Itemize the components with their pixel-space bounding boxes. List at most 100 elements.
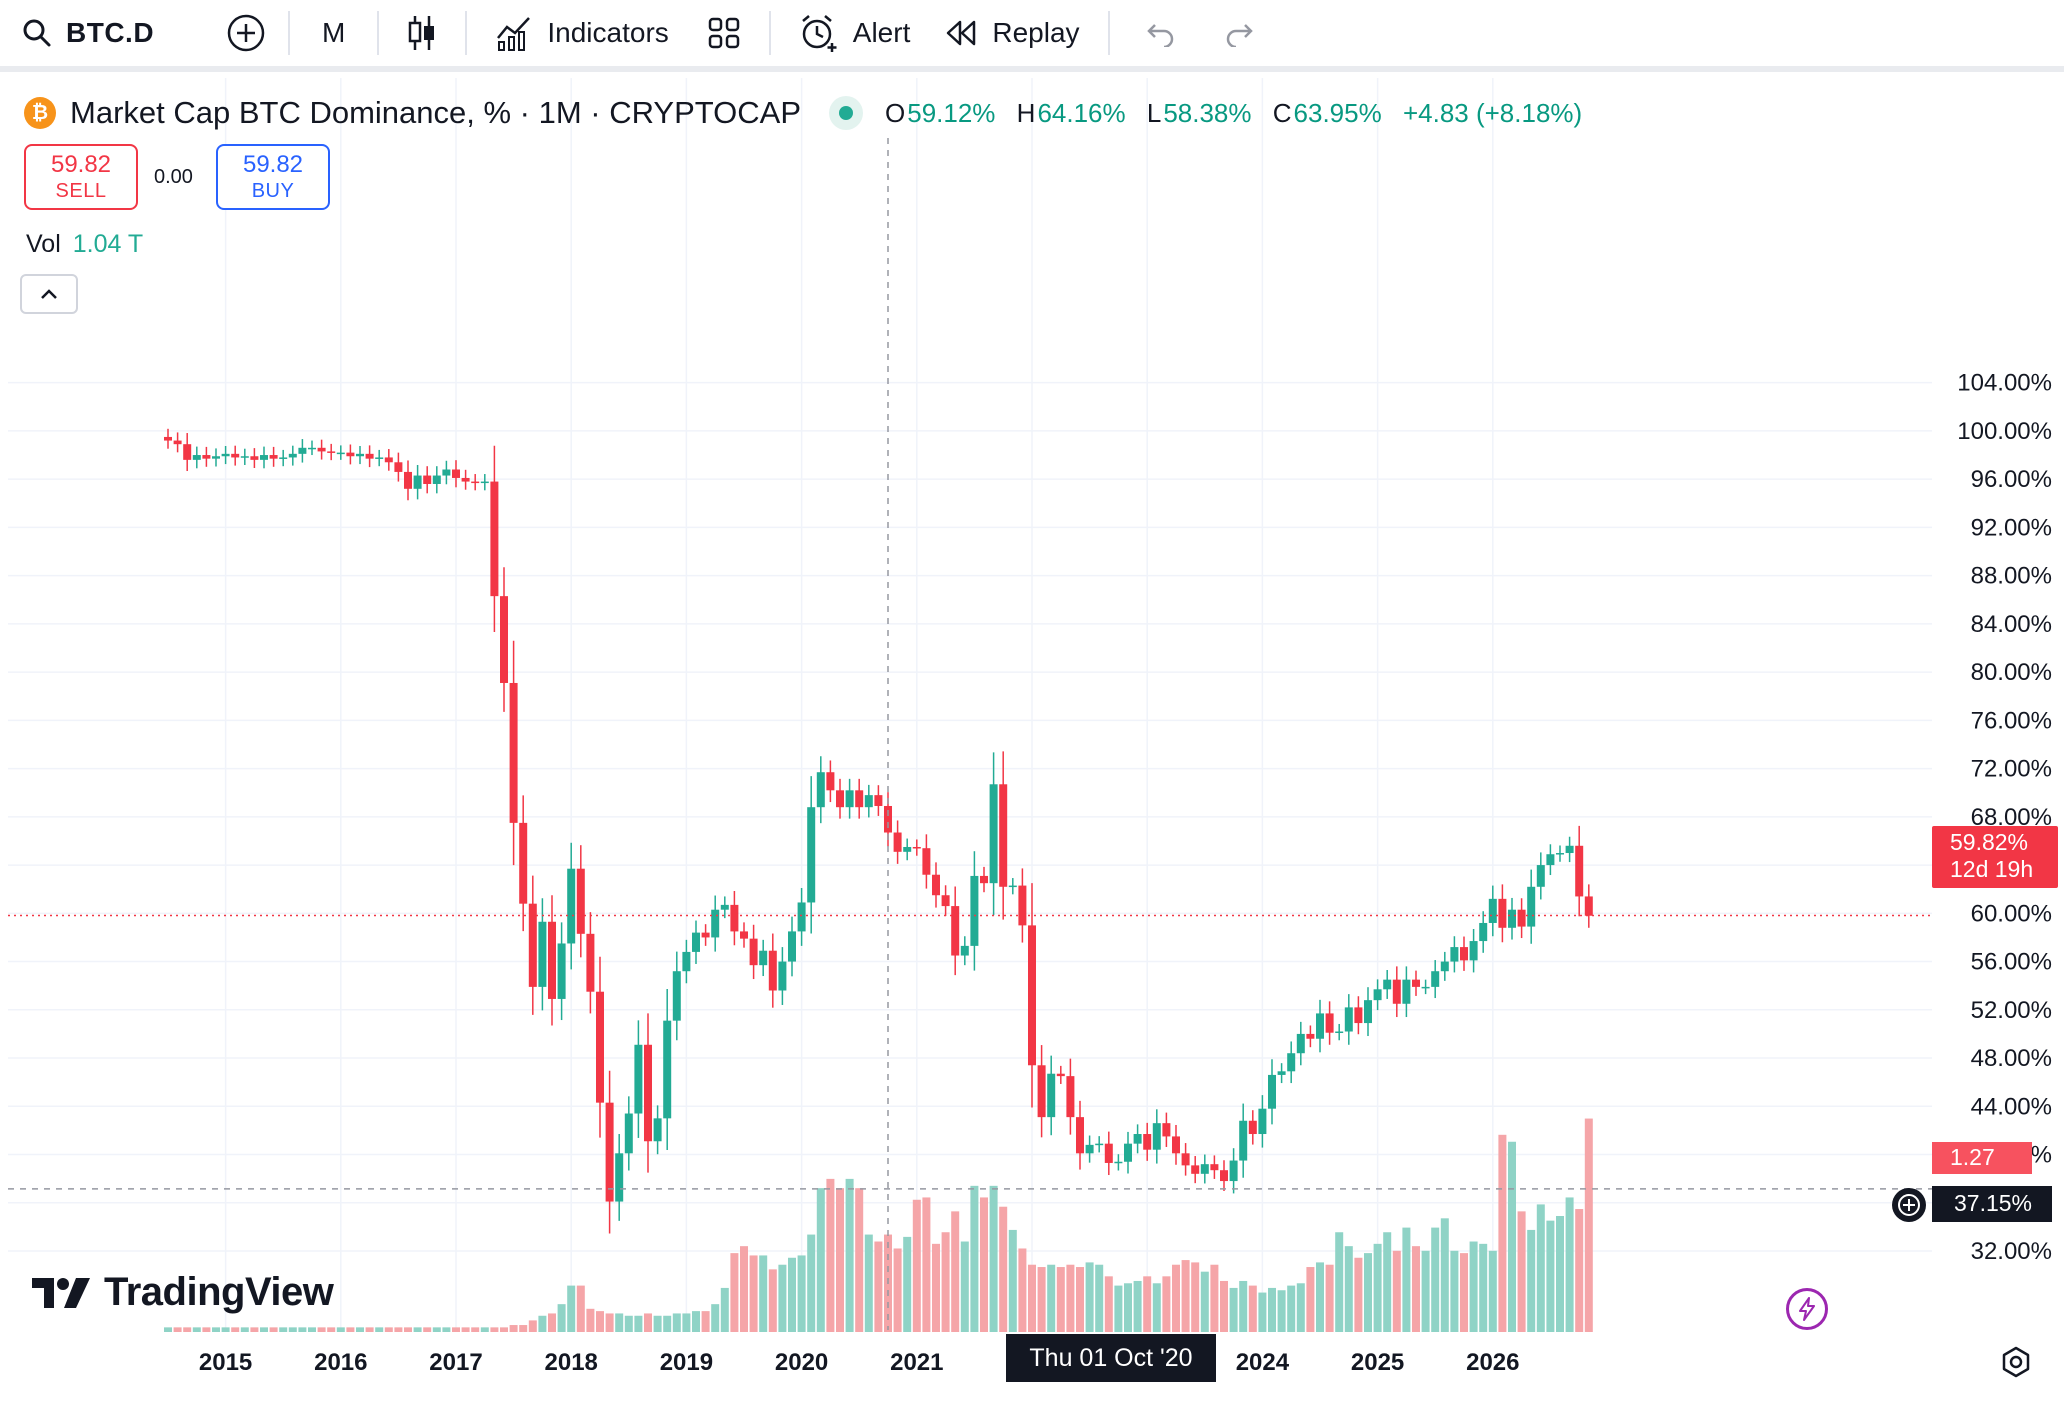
toolbar-divider bbox=[377, 11, 380, 55]
volume-bar bbox=[663, 1315, 672, 1332]
volume-bar bbox=[692, 1311, 700, 1332]
candle-body bbox=[711, 909, 720, 938]
replay-label: Replay bbox=[992, 17, 1080, 48]
chart-settings-button[interactable] bbox=[2000, 1346, 2032, 1383]
candle-body bbox=[452, 469, 460, 478]
market-status-indicator[interactable] bbox=[829, 96, 863, 130]
volume-bar bbox=[279, 1327, 288, 1332]
last-price-tag: 59.82% 12d 19h bbox=[1932, 826, 2058, 888]
candle-body bbox=[1296, 1033, 1305, 1054]
volume-bar bbox=[231, 1327, 240, 1332]
series-legend[interactable]: ₿ Market Cap BTC Dominance, % · 1M · CRY… bbox=[24, 90, 1584, 136]
volume-bar bbox=[864, 1234, 873, 1332]
volume-bar bbox=[1239, 1280, 1248, 1332]
lightning-button[interactable] bbox=[1786, 1288, 1828, 1330]
volume-bar bbox=[327, 1327, 336, 1332]
chart-pane[interactable]: 104.00% 100.00% 96.00% 92.00% 88.00% 84.00% 80… bbox=[8, 78, 2064, 1402]
alert-button[interactable]: Alert bbox=[771, 0, 939, 69]
candle-body bbox=[1488, 898, 1497, 923]
candle-body bbox=[634, 1044, 643, 1114]
candle-body bbox=[298, 447, 307, 454]
chart-type-button[interactable] bbox=[379, 0, 465, 69]
volume-bar bbox=[826, 1178, 835, 1332]
volume-bar bbox=[346, 1327, 355, 1332]
candle-body bbox=[1124, 1143, 1132, 1162]
volume-bar bbox=[250, 1327, 259, 1332]
candle-body bbox=[356, 453, 364, 457]
volume-bar bbox=[1364, 1253, 1372, 1332]
buy-label: BUY bbox=[251, 180, 295, 202]
candle-body bbox=[941, 895, 950, 907]
volume-bar bbox=[1479, 1243, 1488, 1332]
interval-button[interactable]: M bbox=[290, 0, 377, 69]
candle-body bbox=[1460, 947, 1468, 961]
toolbar-divider bbox=[465, 11, 468, 55]
time-axis-label: 2020 bbox=[775, 1349, 828, 1376]
candle-body bbox=[960, 945, 969, 956]
volume-bar bbox=[1335, 1232, 1344, 1332]
price-axis-label: 56.00% bbox=[1971, 949, 2052, 976]
volume-bar bbox=[1383, 1232, 1392, 1332]
candle-body bbox=[903, 846, 912, 852]
candle-body bbox=[288, 453, 297, 458]
candle-body bbox=[1162, 1123, 1171, 1137]
price-axis-label: 60.00% bbox=[1971, 900, 2052, 927]
volume-bar bbox=[922, 1197, 931, 1332]
tradingview-logo[interactable]: TradingView bbox=[30, 1270, 334, 1315]
volume-bar bbox=[1412, 1246, 1420, 1332]
volume-value: 1.04 T bbox=[72, 230, 144, 258]
volume-legend[interactable]: Vol 1.04 T bbox=[26, 230, 143, 259]
volume-bar bbox=[528, 1320, 537, 1332]
time-axis-label: 2026 bbox=[1466, 1349, 1519, 1376]
volume-bar bbox=[548, 1313, 556, 1332]
volume-bar bbox=[308, 1327, 316, 1332]
price-chart[interactable]: 104.00% 100.00% 96.00% 92.00% 88.00% 84.00% 80… bbox=[8, 78, 2064, 1402]
candle-body bbox=[1172, 1136, 1180, 1154]
candle-body bbox=[826, 772, 835, 791]
volume-bar bbox=[759, 1255, 768, 1332]
indicators-button[interactable]: Indicators bbox=[467, 0, 696, 69]
candle-body bbox=[1392, 979, 1401, 1004]
volume-bar bbox=[1028, 1264, 1036, 1332]
collapse-legend-button[interactable] bbox=[20, 274, 78, 314]
time-axis-label: 2019 bbox=[660, 1349, 713, 1376]
volume-bar bbox=[394, 1327, 403, 1332]
high-value: 64.16% bbox=[1037, 97, 1126, 128]
candle-body bbox=[317, 447, 326, 452]
high-key: H bbox=[1016, 97, 1036, 128]
low-key: L bbox=[1146, 97, 1162, 128]
volume-bar bbox=[240, 1327, 249, 1332]
volume-bar bbox=[384, 1327, 393, 1332]
candle-body bbox=[884, 805, 892, 833]
candle-body bbox=[1287, 1053, 1296, 1072]
open-key: O bbox=[885, 97, 906, 128]
symbol-search-button[interactable]: BTC.D bbox=[0, 0, 226, 69]
candle-body bbox=[260, 455, 268, 460]
undo-button[interactable] bbox=[1110, 0, 1200, 69]
volume-bar bbox=[461, 1327, 470, 1332]
candle-body bbox=[1354, 1007, 1363, 1024]
candle-body bbox=[893, 832, 902, 852]
add-alert-button[interactable] bbox=[1892, 1188, 1926, 1222]
volume-bar bbox=[1469, 1241, 1478, 1332]
volume-bar bbox=[1056, 1267, 1065, 1332]
compare-symbol-button[interactable] bbox=[226, 0, 288, 69]
replay-button[interactable]: Replay bbox=[938, 0, 1107, 69]
volume-bar bbox=[500, 1327, 508, 1332]
volume-bar bbox=[1095, 1264, 1104, 1332]
volume-bar bbox=[1316, 1262, 1324, 1332]
volume-bar bbox=[1392, 1250, 1401, 1332]
redo-button[interactable] bbox=[1200, 0, 1282, 69]
buy-button[interactable]: 59.82 BUY bbox=[216, 144, 330, 210]
candle-body bbox=[778, 961, 787, 991]
templates-button[interactable] bbox=[697, 0, 769, 69]
ohlc-values: O59.12% H64.16% L58.38% C63.95% +4.83 (+… bbox=[885, 98, 1584, 129]
candle-body bbox=[1402, 979, 1411, 1004]
status-dot-icon bbox=[839, 106, 853, 120]
candle-body bbox=[1220, 1170, 1228, 1182]
indicators-label: Indicators bbox=[547, 17, 669, 48]
sell-button[interactable]: 59.82 SELL bbox=[24, 144, 138, 210]
candle-body bbox=[989, 784, 998, 884]
plus-icon bbox=[1898, 1194, 1920, 1216]
volume-bar bbox=[192, 1327, 201, 1332]
